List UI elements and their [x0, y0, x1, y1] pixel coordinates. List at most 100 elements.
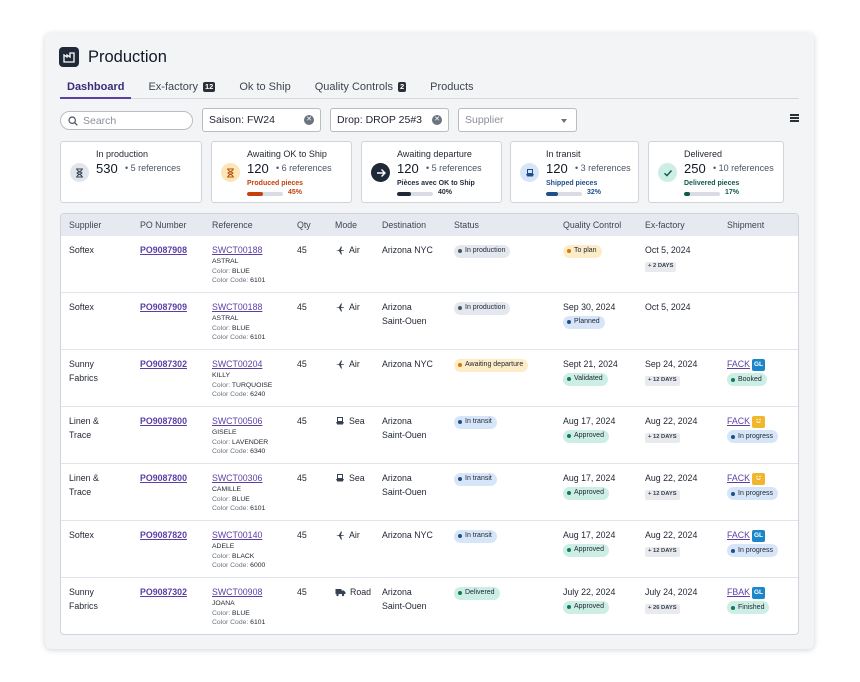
shipment-status-dot	[731, 377, 735, 382]
search-input[interactable]	[83, 114, 188, 127]
column-header[interactable]: Quality Control	[563, 220, 622, 230]
reference-link[interactable]: SWCT00140	[212, 530, 263, 540]
mode-label: Sea	[349, 473, 365, 483]
column-header[interactable]: Supplier	[69, 220, 102, 230]
status-badge: In transit	[454, 472, 497, 486]
column-header[interactable]: Shipment	[727, 220, 765, 230]
supplier-cell: Softex	[69, 300, 94, 314]
table-row[interactable]: Softex PO9087820 SWCT00140 ADELE Color: BLAC…	[61, 521, 798, 578]
reference-link[interactable]: SWCT00306	[212, 473, 263, 483]
destination-cell: Arizona Saint-Ouen	[382, 300, 427, 328]
status-cell: In transit	[454, 528, 497, 543]
reference-link[interactable]: SWCT00204	[212, 359, 263, 369]
tab-products[interactable]: Products	[423, 78, 480, 99]
stat-card-in-transit[interactable]: In transit 120 • 3 references Shipped pi…	[510, 141, 639, 203]
po-number-link[interactable]: PO9087909	[140, 302, 187, 312]
season-filter-value: Saison: FW24	[209, 114, 275, 126]
shipment-status-badge: In progress	[727, 544, 779, 557]
reference-link[interactable]: SWCT00188	[212, 245, 263, 255]
stat-progress-label: Produced pieces	[247, 180, 304, 187]
status-label: In transit	[465, 475, 492, 482]
column-header[interactable]: PO Number	[140, 220, 187, 230]
stat-card-awaiting-departure[interactable]: Awaiting departure 120 • 5 references Pi…	[361, 141, 502, 203]
supplier-name: Sunny	[69, 587, 94, 597]
column-header[interactable]: Ex-factory	[645, 220, 685, 230]
page-title: Production	[88, 47, 167, 66]
reference-cell: SWCT00140 ADELE Color: BLACK Color Code: 60…	[212, 528, 265, 571]
table-row[interactable]: Sunny Fabrics PO9087302 SWCT00204 KILLY Color…	[61, 350, 798, 407]
clear-icon[interactable]: ✕	[304, 115, 314, 125]
plane-icon	[336, 531, 344, 540]
drop-filter[interactable]: Drop: DROP 25#3 ✕	[330, 108, 449, 132]
destination-name: Arizona NYC	[382, 245, 433, 255]
status-label: Delivered	[465, 589, 495, 596]
status-cell: In transit	[454, 471, 497, 486]
mode-cell: Sea	[335, 471, 365, 485]
shipment-link[interactable]: FACK	[727, 473, 750, 483]
status-dot	[458, 306, 462, 310]
table-row[interactable]: Linen & Trace PO9087800 SWCT00506 GISELE Colo…	[61, 407, 798, 464]
supplier-cell: Sunny Fabrics	[69, 585, 98, 613]
product-name: GISELE	[212, 429, 237, 436]
season-filter[interactable]: Saison: FW24 ✕	[202, 108, 321, 132]
smiley-icon	[751, 415, 765, 428]
stat-card-awaiting-ok-to-ship[interactable]: Awaiting OK to Ship 120 • 6 references P…	[211, 141, 352, 203]
table-header: Supplier PO Number Reference Qty Mode De…	[61, 214, 798, 236]
column-header[interactable]: Reference	[212, 220, 253, 230]
po-number-link[interactable]: PO9087302	[140, 359, 187, 369]
product-name: JOANA	[212, 600, 235, 607]
supplier-name-line2: Trace	[69, 430, 92, 440]
menu-icon[interactable]	[790, 114, 799, 122]
qc-badge: Planned	[563, 315, 605, 329]
shipment-status-label: In progress	[738, 489, 774, 497]
qc-cell: To plan	[563, 243, 602, 258]
stat-progress-label: Pièces avec OK to Ship	[397, 180, 475, 187]
column-header[interactable]: Qty	[297, 220, 311, 230]
qc-dot	[567, 491, 571, 495]
ex-factory-cell: Aug 22, 2024 + 12 DAYS	[645, 528, 697, 557]
mode-cell: Road	[335, 585, 371, 599]
mode-label: Air	[349, 530, 360, 540]
mode-cell: Air	[335, 357, 360, 371]
po-number-link[interactable]: PO9087820	[140, 530, 187, 540]
table-row[interactable]: Softex PO9087909 SWCT00188 ASTRAL Color: BLU…	[61, 293, 798, 350]
tab-quality-controls[interactable]: Quality Controls 2	[308, 78, 413, 99]
po-number-link[interactable]: PO9087908	[140, 245, 187, 255]
column-header[interactable]: Status	[454, 220, 479, 230]
column-header[interactable]: Destination	[382, 220, 427, 230]
ex-factory-date: Aug 22, 2024	[645, 473, 698, 483]
supplier-cell: Softex	[69, 528, 94, 542]
destination-cell: Arizona NYC	[382, 357, 433, 371]
tab-dashboard[interactable]: Dashboard	[60, 78, 132, 99]
quantity-cell: 45	[297, 416, 307, 426]
supplier-name: Softex	[69, 530, 94, 540]
qc-cell: Planned	[563, 314, 605, 329]
progress-percent: 32%	[587, 189, 602, 196]
po-number-link[interactable]: PO9087800	[140, 473, 187, 483]
tab-ok-to-ship[interactable]: Ok to Ship	[232, 78, 297, 99]
reference-link[interactable]: SWCT00506	[212, 416, 263, 426]
shipment-link[interactable]: FACK	[727, 416, 750, 426]
po-number-link[interactable]: PO9087800	[140, 416, 187, 426]
table-row[interactable]: Linen & Trace PO9087800 SWCT00306 CAMILLE Col…	[61, 464, 798, 521]
ship-icon	[336, 474, 344, 482]
shipment-link[interactable]: FBAK	[727, 587, 750, 597]
table-row[interactable]: Softex PO9087908 SWCT00188 ASTRAL Color: BLU…	[61, 236, 798, 293]
tab-ex-factory[interactable]: Ex-factory 12	[141, 78, 222, 99]
shipment-link[interactable]: FACK	[727, 359, 750, 369]
column-header[interactable]: Mode	[335, 220, 358, 230]
quantity-cell: 45	[297, 359, 307, 369]
stat-card-in-production[interactable]: In production 530 • 5 references	[60, 141, 202, 203]
qc-date: July 22, 2024	[563, 587, 616, 597]
reference-link[interactable]: SWCT00908	[212, 587, 263, 597]
clear-icon[interactable]: ✕	[432, 115, 442, 125]
reference-link[interactable]: SWCT00188	[212, 302, 263, 312]
supplier-select-placeholder: Supplier	[465, 114, 504, 126]
stat-card-delivered[interactable]: Delivered 250 • 10 references Delivered …	[648, 141, 784, 203]
product-name: ASTRAL	[212, 315, 239, 322]
po-number-link[interactable]: PO9087302	[140, 587, 187, 597]
table-row[interactable]: Sunny Fabrics PO9087302 SWCT00908 JOANA Color…	[61, 578, 798, 634]
shipment-link[interactable]: FACK	[727, 530, 750, 540]
supplier-select[interactable]: Supplier	[458, 108, 577, 132]
delay-chip: + 2 DAYS	[645, 261, 677, 272]
